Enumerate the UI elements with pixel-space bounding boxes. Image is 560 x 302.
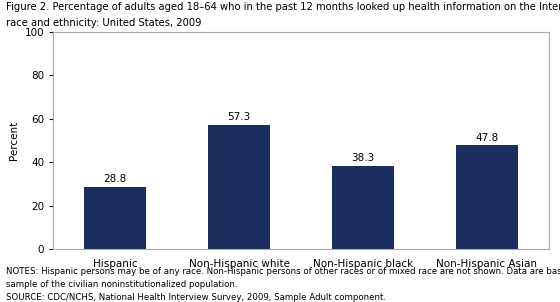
Text: 47.8: 47.8 [475, 133, 498, 143]
Text: race and ethnicity: United States, 2009: race and ethnicity: United States, 2009 [6, 18, 201, 28]
Text: 28.8: 28.8 [104, 174, 127, 184]
Text: Figure 2. Percentage of adults aged 18–64 who in the past 12 months looked up he: Figure 2. Percentage of adults aged 18–6… [6, 2, 560, 11]
Bar [456, 145, 518, 249]
Text: NOTES: Hispanic persons may be of any race. Non-Hispanic persons of other races : NOTES: Hispanic persons may be of any ra… [6, 267, 560, 276]
Text: sample of the civilian noninstitutionalized population.: sample of the civilian noninstitutionali… [6, 280, 237, 289]
Text: SOURCE: CDC/NCHS, National Health Interview Survey, 2009, Sample Adult component: SOURCE: CDC/NCHS, National Health Interv… [6, 293, 386, 302]
Text: 57.3: 57.3 [227, 112, 251, 122]
Bar [208, 124, 270, 249]
Text: 38.3: 38.3 [351, 153, 375, 163]
Y-axis label: Percent: Percent [9, 121, 19, 160]
Bar [84, 187, 146, 249]
Bar [332, 166, 394, 249]
